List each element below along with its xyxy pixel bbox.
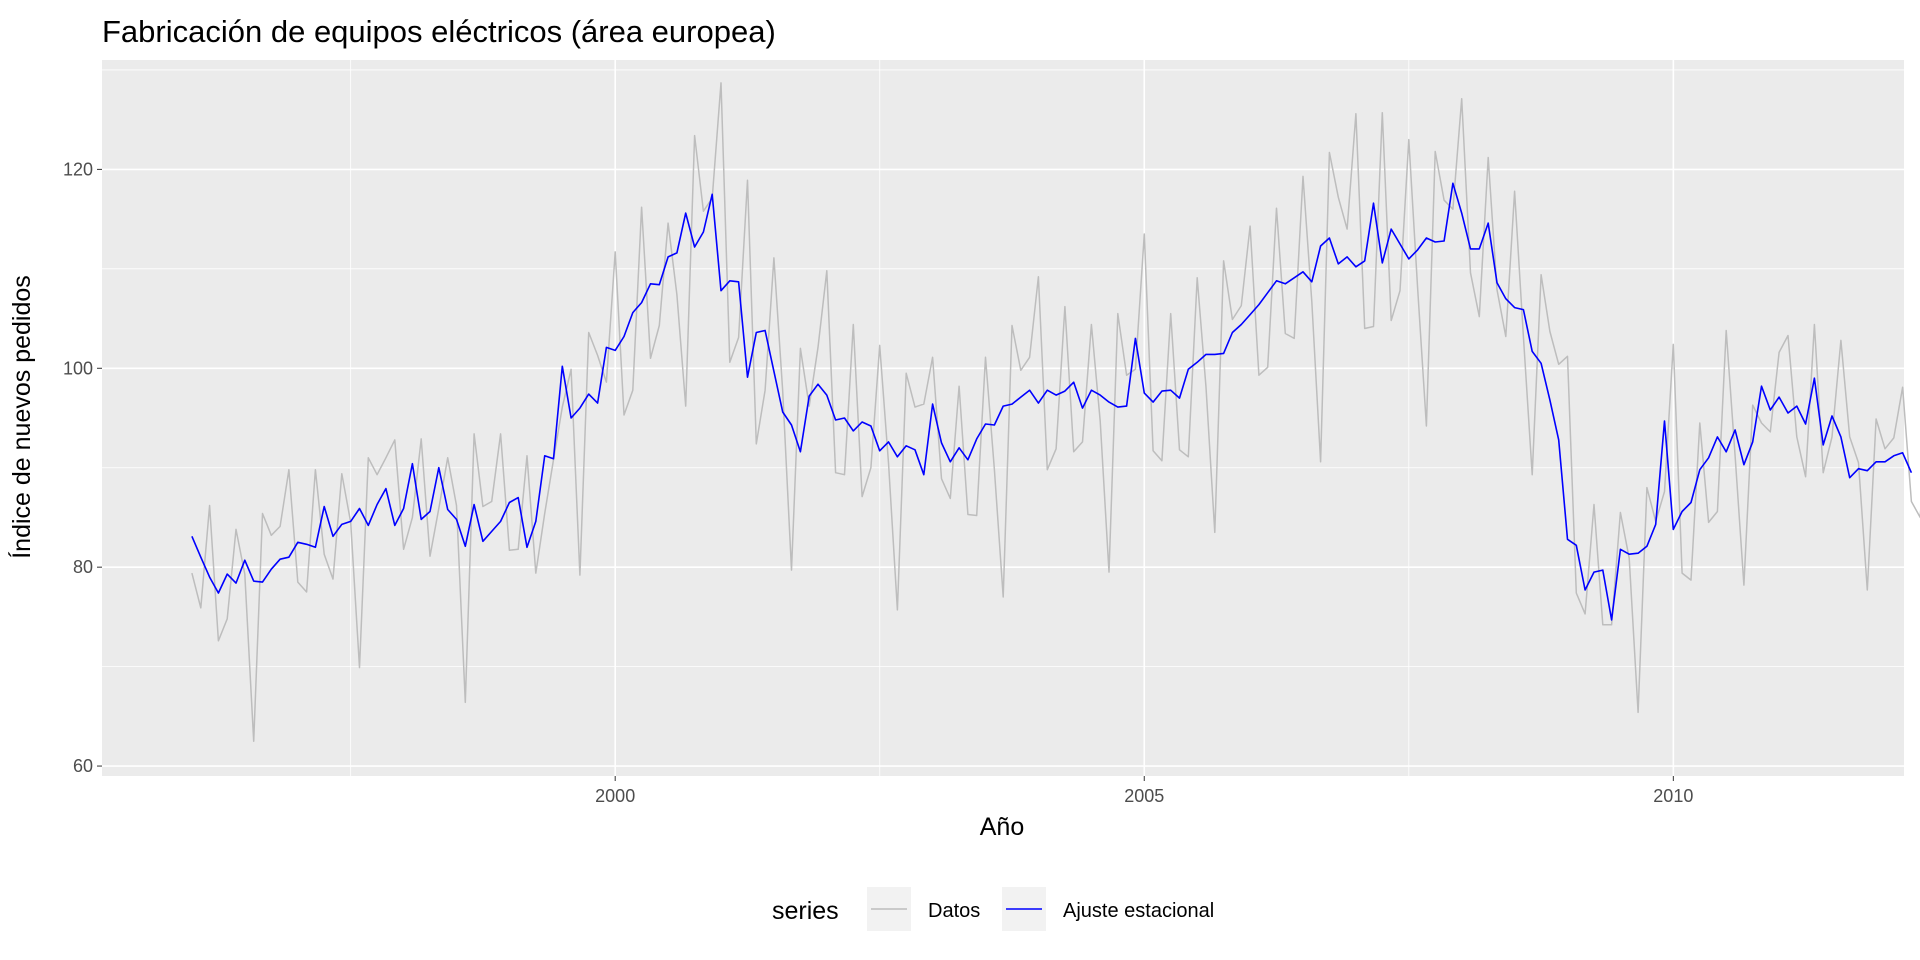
y-axis-tick-labels: 60 80 100 120 <box>63 159 102 776</box>
y-tick-label: 60 <box>73 756 93 776</box>
plot-panel <box>102 60 1920 776</box>
chart-title: Fabricación de equipos eléctricos (área … <box>102 14 776 49</box>
x-tick-label: 2010 <box>1653 786 1693 806</box>
legend-title: series <box>772 897 839 925</box>
legend: series Datos Ajuste estacional <box>772 887 1214 931</box>
y-axis-title: Índice de nuevos pedidos <box>7 275 36 559</box>
y-tick-label: 120 <box>63 159 93 179</box>
y-tick-label: 80 <box>73 557 93 577</box>
legend-label-datos: Datos <box>928 900 980 922</box>
x-tick-label: 2005 <box>1124 786 1164 806</box>
legend-label-ajuste-estacional: Ajuste estacional <box>1063 900 1214 922</box>
series-line-datos <box>191 82 1920 742</box>
panel-background <box>102 60 1904 776</box>
x-tick-label: 2000 <box>595 786 635 806</box>
x-axis-tick-labels: 2000 2005 2010 <box>595 776 1693 806</box>
x-axis-title: Año <box>980 813 1024 841</box>
series-line-ajuste-estacional <box>191 182 1913 621</box>
y-tick-label: 100 <box>63 358 93 378</box>
